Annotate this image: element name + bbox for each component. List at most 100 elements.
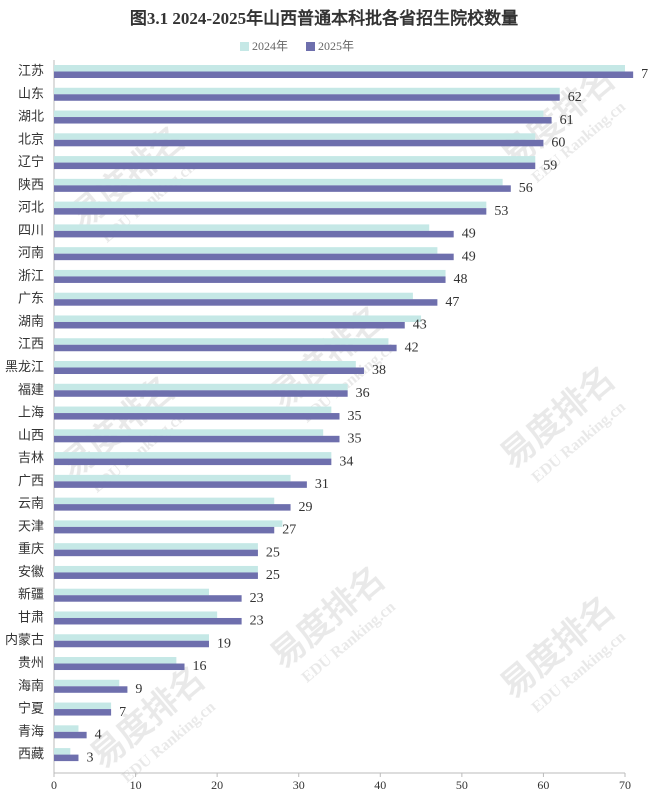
bar <box>54 344 397 352</box>
bar <box>54 390 348 397</box>
data-label: 53 <box>494 204 508 219</box>
data-label: 62 <box>568 90 582 105</box>
bar <box>54 754 79 762</box>
y-tick-label: 贵州 <box>18 655 44 670</box>
y-tick-label: 新疆 <box>18 587 44 602</box>
y-tick-label: 甘肃 <box>18 609 44 624</box>
legend-swatch <box>306 42 315 51</box>
bar <box>54 117 552 124</box>
data-label: 23 <box>250 591 264 606</box>
bar <box>54 725 79 732</box>
data-label: 25 <box>266 568 280 583</box>
y-tick-label: 云南 <box>18 496 44 511</box>
bar <box>54 253 454 261</box>
y-tick-label: 河南 <box>18 245 44 260</box>
legend-swatch <box>240 42 249 51</box>
bar <box>54 474 291 482</box>
bar <box>54 361 356 368</box>
bar <box>54 65 625 72</box>
bar <box>54 731 87 739</box>
x-tick-label: 50 <box>456 778 468 792</box>
bar <box>54 133 536 140</box>
data-label: 34 <box>339 454 353 469</box>
x-tick-label: 10 <box>130 778 142 792</box>
data-label: 25 <box>266 545 280 560</box>
chart-title: 图3.1 2024-2025年山西普通本科批各省招生院校数量 <box>130 8 518 28</box>
legend-label: 2025年 <box>318 39 354 53</box>
bar <box>54 634 209 641</box>
data-label: 61 <box>560 113 574 128</box>
bar <box>54 504 291 511</box>
bar <box>54 367 364 375</box>
bar <box>54 429 324 436</box>
data-label: 23 <box>250 614 264 629</box>
data-label: 47 <box>445 295 459 310</box>
x-tick-label: 30 <box>293 778 305 792</box>
bar <box>54 481 307 488</box>
data-label: 71 <box>641 67 648 82</box>
x-tick-label: 40 <box>374 778 386 792</box>
data-label: 4 <box>95 728 102 743</box>
data-label: 60 <box>551 136 565 151</box>
y-tick-label: 西藏 <box>18 746 44 761</box>
bar <box>54 230 454 238</box>
y-tick-label: 山西 <box>18 427 44 442</box>
y-tick-label: 海南 <box>18 678 44 693</box>
data-label: 31 <box>315 477 329 492</box>
data-label: 3 <box>86 750 93 765</box>
bar <box>54 315 422 322</box>
y-tick-label: 江苏 <box>18 63 44 78</box>
y-tick-label: 吉林 <box>18 450 44 465</box>
y-tick-label: 宁夏 <box>18 701 44 716</box>
bar <box>54 139 544 147</box>
x-tick-label: 60 <box>537 778 549 792</box>
data-label: 35 <box>348 409 362 424</box>
y-tick-label: 四川 <box>18 222 44 237</box>
y-tick-label: 辽宁 <box>18 154 44 169</box>
bar <box>54 452 332 459</box>
bar <box>54 595 242 602</box>
y-tick-label: 湖北 <box>18 109 44 124</box>
bar <box>54 338 389 345</box>
y-tick-label: 陕西 <box>18 177 44 192</box>
y-tick-label: 山东 <box>18 86 44 101</box>
bar <box>54 611 218 618</box>
data-label: 49 <box>462 249 476 264</box>
bar <box>54 321 405 329</box>
x-tick-label: 20 <box>211 778 223 792</box>
y-tick-label: 广西 <box>18 473 44 488</box>
data-label: 29 <box>299 500 313 515</box>
legend-label: 2024年 <box>252 39 288 53</box>
data-label: 49 <box>462 227 476 242</box>
bar <box>54 617 242 625</box>
bar <box>54 269 446 277</box>
y-tick-label: 河北 <box>18 200 44 215</box>
bar <box>54 110 544 118</box>
data-label: 35 <box>348 432 362 447</box>
data-label: 38 <box>372 363 386 378</box>
y-tick-label: 江西 <box>18 336 44 351</box>
y-tick-label: 福建 <box>18 382 44 397</box>
bar <box>54 201 487 209</box>
bar <box>54 640 209 648</box>
bar <box>54 679 120 687</box>
y-tick-label: 北京 <box>18 131 44 146</box>
bar <box>54 543 258 550</box>
y-tick-label: 天津 <box>18 518 44 533</box>
bar <box>54 185 511 192</box>
data-label: 43 <box>413 318 427 333</box>
bar <box>54 383 348 391</box>
bar <box>54 686 128 693</box>
bar <box>54 208 487 215</box>
x-tick-label: 0 <box>51 778 57 792</box>
data-label: 48 <box>454 272 468 287</box>
data-label: 19 <box>217 636 231 651</box>
bar <box>54 71 634 78</box>
bar <box>54 276 446 283</box>
x-tick-label: 70 <box>619 778 631 792</box>
bar <box>54 748 71 755</box>
y-tick-label: 内蒙古 <box>5 632 44 647</box>
